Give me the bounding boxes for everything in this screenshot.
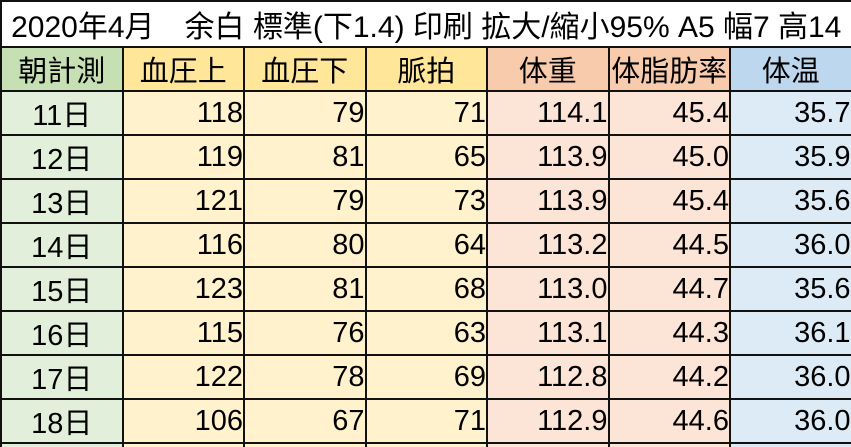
cell-pulse[interactable]: 73 [364, 178, 488, 224]
column-header-day[interactable]: 朝計測 [0, 46, 124, 92]
table-row: 15日 123 81 68 113.0 44.7 35.6 [0, 266, 851, 312]
cell-pulse[interactable]: 63 [364, 310, 488, 356]
table-row: 12日 119 81 65 113.9 45.0 35.9 [0, 134, 851, 180]
cell-systolic[interactable]: 120 [121, 442, 245, 447]
cell-day[interactable]: 11日 [0, 90, 124, 136]
cell-weight[interactable]: 113.2 [486, 222, 610, 268]
cell-diastolic[interactable]: 81 [243, 266, 367, 312]
cell-diastolic[interactable]: 79 [243, 90, 367, 136]
cell-systolic[interactable]: 121 [121, 178, 245, 224]
cell-weight[interactable]: 113.9 [486, 134, 610, 180]
table-row: 17日 122 78 69 112.8 44.2 36.0 [0, 354, 851, 400]
cell-body_fat[interactable]: 44.6 [607, 398, 731, 444]
cell-weight[interactable]: 112.9 [486, 398, 610, 444]
cell-day[interactable]: 17日 [0, 354, 124, 400]
table-row: 14日 116 80 64 113.2 44.5 36.0 [0, 222, 851, 268]
cell-temperature[interactable]: 36.0 [729, 398, 851, 444]
cell-body_fat[interactable]: 44.5 [607, 222, 731, 268]
cell-day[interactable]: 14日 [0, 222, 124, 268]
cell-diastolic[interactable]: 76 [243, 310, 367, 356]
cell-systolic[interactable]: 115 [121, 310, 245, 356]
table-row: 13日 121 79 73 113.9 45.4 35.6 [0, 178, 851, 224]
title-row: 2020年4月 余白 標準(下1.4) 印刷 拡大/縮小95% A5 幅7 高1… [0, 0, 851, 48]
column-header-systolic[interactable]: 血圧上 [121, 46, 245, 92]
cell-body_fat[interactable]: 44.9 [607, 442, 731, 447]
cell-body_fat[interactable]: 44.2 [607, 354, 731, 400]
cell-body_fat[interactable]: 45.4 [607, 90, 731, 136]
cell-day[interactable]: 19日 [0, 442, 124, 447]
cell-body_fat[interactable]: 44.7 [607, 266, 731, 312]
cell-diastolic[interactable]: 80 [243, 222, 367, 268]
cell-pulse[interactable]: 65 [364, 134, 488, 180]
header-row: 朝計測 血圧上 血圧下 脈拍 体重 体脂肪率 体温 [0, 46, 851, 92]
column-header-body_fat[interactable]: 体脂肪率 [607, 46, 731, 92]
cell-pulse[interactable]: 68 [364, 266, 488, 312]
cell-systolic[interactable]: 118 [121, 90, 245, 136]
cell-body_fat[interactable]: 44.3 [607, 310, 731, 356]
table-row: 11日 118 79 71 114.1 45.4 35.7 [0, 90, 851, 136]
table-row: 16日 115 76 63 113.1 44.3 36.1 [0, 310, 851, 356]
column-header-temperature[interactable]: 体温 [729, 46, 851, 92]
cell-day[interactable]: 16日 [0, 310, 124, 356]
cell-pulse[interactable]: 69 [364, 354, 488, 400]
column-header-weight[interactable]: 体重 [486, 46, 610, 92]
cell-weight[interactable]: 112.9 [486, 442, 610, 447]
cell-systolic[interactable]: 123 [121, 266, 245, 312]
cell-temperature[interactable]: 35.6 [729, 266, 851, 312]
cell-temperature[interactable]: 35.9 [729, 134, 851, 180]
sheet-title-cell[interactable]: 2020年4月 余白 標準(下1.4) 印刷 拡大/縮小95% A5 幅7 高1… [0, 0, 851, 48]
cell-diastolic[interactable]: 78 [243, 354, 367, 400]
cell-temperature[interactable]: 35.7 [729, 90, 851, 136]
cell-diastolic[interactable]: 67 [243, 398, 367, 444]
cell-pulse[interactable]: 64 [364, 222, 488, 268]
table-row: 18日 106 67 71 112.9 44.6 36.0 [0, 398, 851, 444]
column-header-diastolic[interactable]: 血圧下 [243, 46, 367, 92]
cell-temperature[interactable]: 35.9 [729, 442, 851, 447]
column-header-pulse[interactable]: 脈拍 [364, 46, 488, 92]
cell-weight[interactable]: 113.9 [486, 178, 610, 224]
cell-day[interactable]: 13日 [0, 178, 124, 224]
cell-weight[interactable]: 113.0 [486, 266, 610, 312]
cell-pulse[interactable]: 71 [364, 398, 488, 444]
cell-systolic[interactable]: 106 [121, 398, 245, 444]
cell-temperature[interactable]: 36.0 [729, 354, 851, 400]
cell-weight[interactable]: 114.1 [486, 90, 610, 136]
cell-weight[interactable]: 113.1 [486, 310, 610, 356]
cell-systolic[interactable]: 122 [121, 354, 245, 400]
cell-body_fat[interactable]: 45.4 [607, 178, 731, 224]
cell-day[interactable]: 15日 [0, 266, 124, 312]
cell-temperature[interactable]: 35.6 [729, 178, 851, 224]
table-row: 19日1207569112.944.935.9 [0, 442, 851, 447]
cell-day[interactable]: 18日 [0, 398, 124, 444]
table-body: 11日 118 79 71 114.1 45.4 35.7 12日 119 81 65 113.9 45… [0, 90, 851, 447]
cell-body_fat[interactable]: 45.0 [607, 134, 731, 180]
cell-day[interactable]: 12日 [0, 134, 124, 180]
cell-temperature[interactable]: 36.1 [729, 310, 851, 356]
cell-pulse[interactable]: 71 [364, 90, 488, 136]
cell-diastolic[interactable]: 79 [243, 178, 367, 224]
cell-pulse[interactable]: 69 [364, 442, 488, 447]
cell-systolic[interactable]: 119 [121, 134, 245, 180]
cell-diastolic[interactable]: 81 [243, 134, 367, 180]
cell-diastolic[interactable]: 75 [243, 442, 367, 447]
cell-weight[interactable]: 112.8 [486, 354, 610, 400]
cell-systolic[interactable]: 116 [121, 222, 245, 268]
cell-temperature[interactable]: 36.0 [729, 222, 851, 268]
